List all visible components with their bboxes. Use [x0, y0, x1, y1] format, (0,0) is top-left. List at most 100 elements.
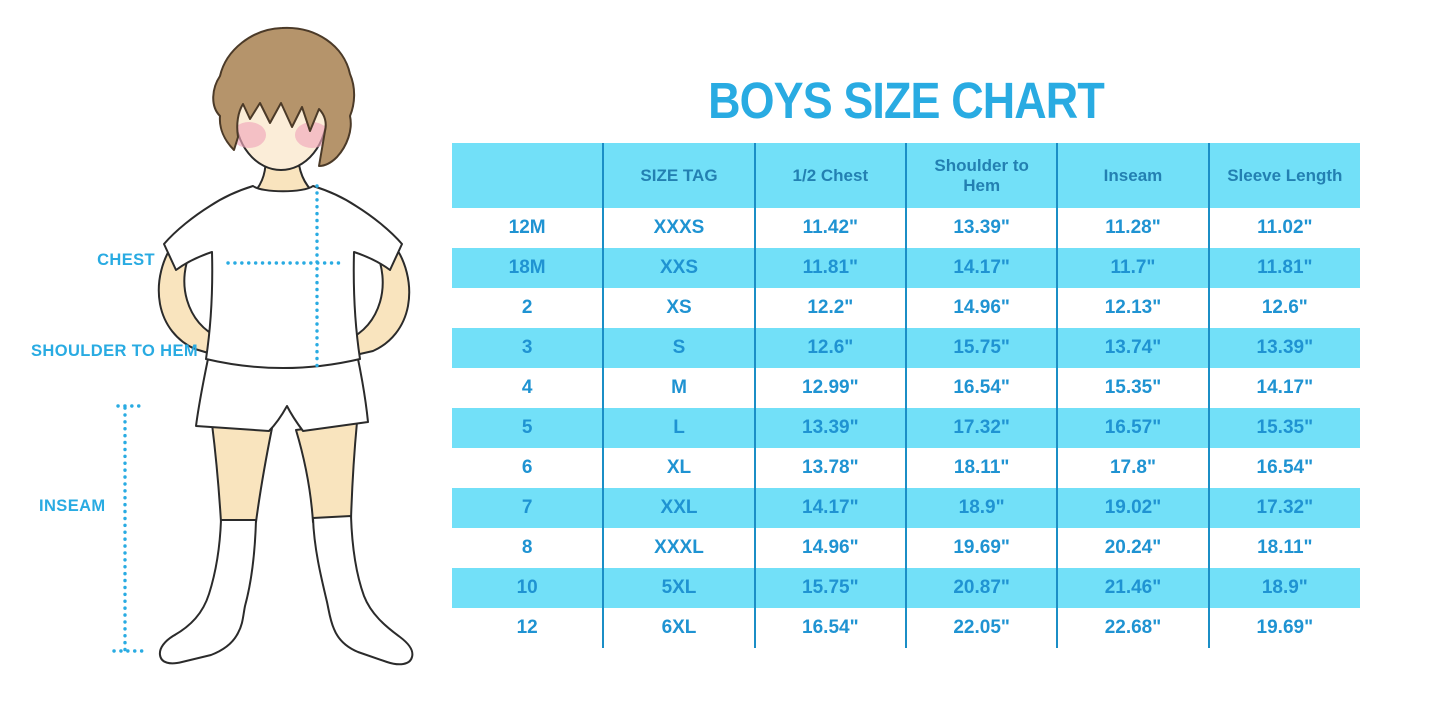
table-row: 2 XS 12.2" 14.96" 12.13" 12.6": [452, 288, 1360, 328]
measurement-cell: 13.78": [754, 448, 907, 488]
size-tag-cell: S: [603, 328, 756, 368]
measurement-cell: 15.35": [1208, 408, 1360, 448]
boy-hair: [212, 26, 356, 167]
measurement-cell: 22.68": [1057, 608, 1210, 648]
measurement-cell: 14.96": [754, 528, 907, 568]
boy-left-blush: [232, 122, 266, 148]
size-tag-cell: XL: [603, 448, 756, 488]
table-row: 12M XXXS 11.42" 13.39" 11.28" 11.02": [452, 208, 1360, 248]
measurement-cell: 16.54": [754, 608, 907, 648]
measurement-cell: 20.24": [1057, 528, 1210, 568]
measurement-cell: 17.32": [905, 408, 1059, 448]
measurement-cell: 17.8": [1057, 448, 1210, 488]
measurement-cell: 16.54": [1256, 457, 1314, 478]
chest-label: CHEST: [97, 251, 155, 269]
measurement-cell: 14.17": [754, 488, 907, 528]
measurement-cell: 14.17": [905, 248, 1059, 288]
size-table: SIZE TAG 1/2 Chest Shoulder to Hem Inseam Sl…: [452, 143, 1360, 648]
header-row: SIZE TAG 1/2 Chest Shoulder to Hem Inseam Sl…: [452, 143, 1360, 208]
table-row: 8 XXXL 14.96" 19.69" 20.24" 18.11": [452, 528, 1360, 568]
measurement-cell: 21.46": [1057, 568, 1210, 608]
measurement-cell: 18.11": [1257, 537, 1313, 558]
column-header: 1/2 Chest: [754, 143, 907, 208]
size-cell: 18M: [452, 248, 605, 288]
measurement-cell: 12.6": [754, 328, 907, 368]
column-header: Sleeve Length: [1208, 143, 1360, 208]
measurement-cell: 14.17": [1256, 377, 1314, 398]
size-cell: 12: [452, 608, 605, 648]
column-header: Shoulder to Hem: [905, 143, 1059, 208]
boy-right-sock: [312, 515, 414, 666]
measurement-cell: 12.99": [754, 368, 907, 408]
boy-figure-illustration: [112, 26, 414, 666]
measurement-cell: 11.7": [1057, 248, 1210, 288]
measurement-cell: 14.96": [905, 288, 1059, 328]
table-row: 7 XXL 14.17" 18.9" 19.02" 17.32": [452, 488, 1360, 528]
measurement-cell: 15.75": [754, 568, 907, 608]
measurement-cell: 13.39": [754, 408, 907, 448]
boy-shorts: [195, 353, 369, 432]
size-tag-cell: XS: [603, 288, 756, 328]
size-cell: 12M: [452, 208, 605, 248]
table-row: 10 5XL 15.75" 20.87" 21.46" 18.9": [452, 568, 1360, 608]
size-tag-cell: 6XL: [603, 608, 756, 648]
corner-cell: [452, 143, 605, 208]
size-table-container: SIZE TAG 1/2 Chest Shoulder to Hem Inseam Sl…: [452, 143, 1360, 648]
size-cell: 8: [452, 528, 605, 568]
shoulder-to-hem-label: SHOULDER TO HEM: [31, 342, 199, 360]
size-cell: 7: [452, 488, 605, 528]
measurement-cell: 11.42": [754, 208, 907, 248]
size-tag-cell: XXS: [603, 248, 756, 288]
table-row: 12 6XL 16.54" 22.05" 22.68" 19.69": [452, 608, 1360, 648]
table-row: 3 S 12.6" 15.75" 13.74" 13.39": [452, 328, 1360, 368]
measurement-cell: 19.02": [1057, 488, 1210, 528]
inseam-label: INSEAM: [39, 497, 106, 515]
measurement-cell: 16.57": [1057, 408, 1210, 448]
measurement-cell: 20.87": [905, 568, 1059, 608]
size-tag-cell: XXXL: [603, 528, 756, 568]
measurement-cell: 18.9": [1208, 568, 1360, 608]
boy-right-leg: [295, 421, 358, 523]
measurement-cell: 12.6": [1261, 297, 1308, 318]
measurement-cell: 13.39": [1208, 328, 1360, 368]
size-cell: 10: [452, 568, 605, 608]
measurement-cell: 15.75": [905, 328, 1059, 368]
size-tag-cell: L: [603, 408, 756, 448]
measurement-cell: 13.39": [905, 208, 1059, 248]
boy-left-sock: [158, 519, 257, 665]
measurement-cell: 13.74": [1057, 328, 1210, 368]
measurement-cell: 15.35": [1057, 368, 1210, 408]
measurement-cell: 19.69": [1256, 617, 1314, 638]
size-tag-cell: XXL: [603, 488, 756, 528]
boy-left-leg: [211, 423, 273, 523]
size-cell: 6: [452, 448, 605, 488]
measurement-cell: 16.54": [905, 368, 1059, 408]
measurement-cell: 12.2": [754, 288, 907, 328]
page-title: BOYS SIZE CHART: [708, 71, 1105, 129]
measurement-cell: 17.32": [1208, 488, 1360, 528]
size-tag-cell: M: [603, 368, 756, 408]
column-header: Inseam: [1057, 143, 1210, 208]
size-cell: 4: [452, 368, 605, 408]
measurement-cell: 19.69": [905, 528, 1059, 568]
column-header: SIZE TAG: [603, 143, 756, 208]
size-cell: 3: [452, 328, 605, 368]
measurement-cell: 11.81": [754, 248, 907, 288]
measurement-cell: 18.9": [905, 488, 1059, 528]
table-row: 5 L 13.39" 17.32" 16.57" 15.35": [452, 408, 1360, 448]
measurement-cell: 22.05": [905, 608, 1059, 648]
measurement-cell: 11.81": [1208, 248, 1360, 288]
measurement-cell: 11.02": [1257, 217, 1313, 238]
boy-tshirt: [163, 185, 403, 369]
table-row: 6 XL 13.78" 18.11" 17.8" 16.54": [452, 448, 1360, 488]
size-tag-cell: 5XL: [603, 568, 756, 608]
table-row: 18M XXS 11.81" 14.17" 11.7" 11.81": [452, 248, 1360, 288]
boy-right-blush: [295, 122, 329, 148]
size-cell: 2: [452, 288, 605, 328]
size-tag-cell: XXXS: [603, 208, 756, 248]
measurement-cell: 11.28": [1057, 208, 1210, 248]
measurement-cell: 18.11": [905, 448, 1059, 488]
table-row: 4 M 12.99" 16.54" 15.35" 14.17": [452, 368, 1360, 408]
measurement-cell: 12.13": [1057, 288, 1210, 328]
